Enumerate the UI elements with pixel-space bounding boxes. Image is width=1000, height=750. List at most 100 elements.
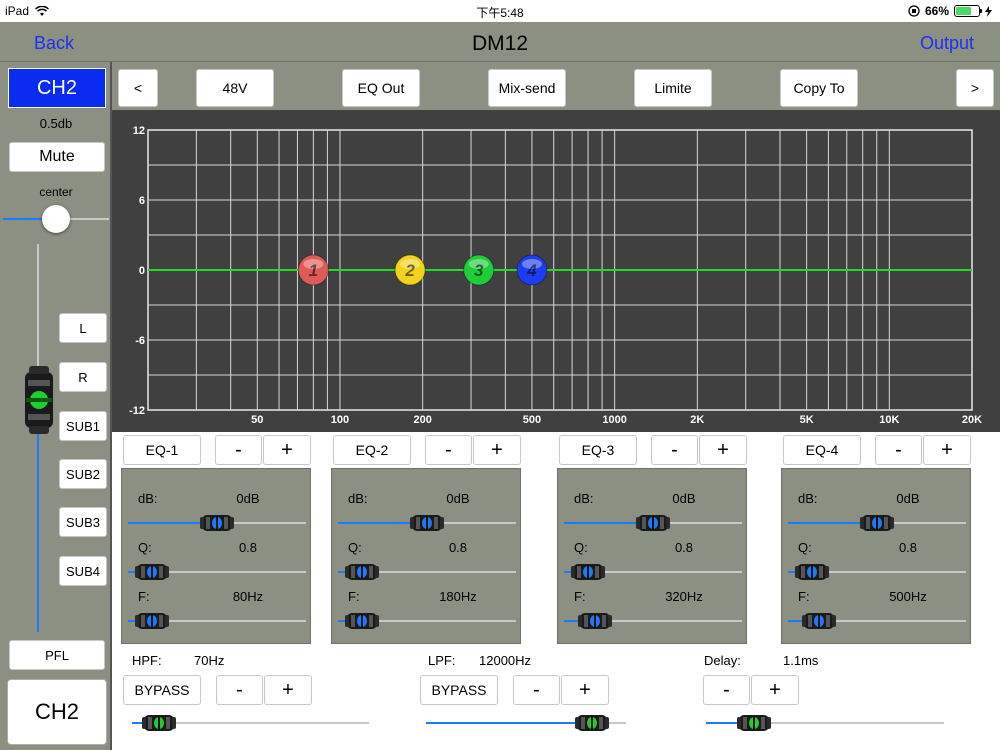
eq-out-button[interactable]: EQ Out xyxy=(342,69,420,107)
eq-3-freq-value: 320Hz xyxy=(665,589,703,604)
eq-3-freq-label: F: xyxy=(574,589,586,604)
hpf-plus-button[interactable]: + xyxy=(264,675,312,705)
eq-3-freq-knob-icon[interactable] xyxy=(578,612,613,630)
eq-2-q-knob-icon[interactable] xyxy=(345,563,380,581)
lpf-knob-icon[interactable] xyxy=(575,714,610,732)
eq-3-gain-value: 0dB xyxy=(672,491,696,506)
channel-badge[interactable]: CH2 xyxy=(8,68,106,108)
mix-send-button[interactable]: Mix-send xyxy=(488,69,566,107)
route-l-button[interactable]: L xyxy=(59,313,107,343)
eq-1-freq-label: F: xyxy=(138,589,150,604)
hpf-bypass-button[interactable]: BYPASS xyxy=(123,675,201,705)
hpf-minus-button[interactable]: - xyxy=(216,675,263,705)
eq-1-freq-knob-icon[interactable] xyxy=(135,612,170,630)
fader-track[interactable] xyxy=(37,244,39,424)
fader-knob-icon[interactable] xyxy=(23,364,55,436)
route-sub4-button[interactable]: SUB4 xyxy=(59,556,107,586)
x-tick-label: 100 xyxy=(331,414,349,426)
lpf-label: LPF: xyxy=(428,653,456,668)
delay-knob-icon[interactable] xyxy=(736,714,771,732)
eq-3-minus-button[interactable]: - xyxy=(651,435,698,465)
x-tick-label: 200 xyxy=(413,414,431,426)
eq-3-freq-slider[interactable] xyxy=(564,620,742,622)
eq-point-4-highlight xyxy=(521,259,542,269)
lpf-bypass-button[interactable]: BYPASS xyxy=(420,675,498,705)
eq-point-1-label: 1 xyxy=(309,261,318,280)
x-tick-label: 5K xyxy=(800,414,814,426)
hpf-slider-track[interactable] xyxy=(132,722,369,724)
eq-3-q-value: 0.8 xyxy=(674,540,694,555)
page-title: DM12 xyxy=(471,32,529,55)
eq-point-4[interactable] xyxy=(516,254,548,286)
eq-2-q-value: 0.8 xyxy=(448,540,468,555)
eq-3-plus-button[interactable]: + xyxy=(699,435,747,465)
eq-point-1[interactable] xyxy=(297,254,329,286)
orientation-lock-icon xyxy=(908,5,920,17)
eq-1-minus-button[interactable]: - xyxy=(215,435,262,465)
eq-4-plus-button[interactable]: + xyxy=(923,435,971,465)
hpf-value: 70Hz xyxy=(194,653,225,668)
eq-point-3[interactable] xyxy=(463,254,495,286)
eq-4-gain-knob-icon[interactable] xyxy=(860,514,894,532)
delay-minus-button[interactable]: - xyxy=(703,675,750,705)
eq-3-q-label: Q: xyxy=(574,540,588,555)
eq-1-button[interactable]: EQ-1 xyxy=(123,435,201,465)
route-sub2-button[interactable]: SUB2 xyxy=(59,459,107,489)
eq-point-2[interactable] xyxy=(394,254,426,286)
eq-3-q-knob-icon[interactable] xyxy=(571,563,606,581)
eq-2-freq-knob-icon[interactable] xyxy=(345,612,380,630)
eq-4-freq-knob-icon[interactable] xyxy=(802,612,837,630)
lpf-slider-track[interactable] xyxy=(426,722,626,724)
channel-name-button[interactable]: CH2 xyxy=(7,679,107,745)
eq-3-gain-knob-icon[interactable] xyxy=(636,514,670,532)
route-sub1-button[interactable]: SUB1 xyxy=(59,411,107,441)
eq-4-panel: dB: 0dB Q: 0.8 F: 500Hz xyxy=(781,468,971,644)
lpf-plus-button[interactable]: + xyxy=(561,675,609,705)
eq-point-4-label: 4 xyxy=(526,261,537,280)
eq-point-2-highlight xyxy=(400,259,421,269)
eq-graph[interactable]: 12 6 0 -6 -12 50 100 200 500 1000 2K 5K 10K 20K 1 2 3 4 xyxy=(112,110,1000,432)
eq-2-minus-button[interactable]: - xyxy=(425,435,472,465)
lpf-minus-button[interactable]: - xyxy=(513,675,560,705)
eq-1-plus-button[interactable]: + xyxy=(263,435,311,465)
eq-3-button[interactable]: EQ-3 xyxy=(559,435,637,465)
prev-channel-button[interactable]: < xyxy=(118,69,158,107)
eq-2-gain-knob-icon[interactable] xyxy=(410,514,444,532)
eq-point-3-label: 3 xyxy=(474,261,484,280)
phantom-power-button[interactable]: 48V xyxy=(196,69,274,107)
pfl-button[interactable]: PFL xyxy=(9,640,105,670)
limite-button[interactable]: Limite xyxy=(634,69,712,107)
eq-4-freq-slider[interactable] xyxy=(788,620,966,622)
eq-3-panel: dB: 0dB Q: 0.8 F: 320Hz xyxy=(557,468,747,644)
status-bar: iPad 下午5:48 66% xyxy=(0,0,1000,22)
eq-4-q-knob-icon[interactable] xyxy=(795,563,830,581)
eq-1-q-knob-icon[interactable] xyxy=(135,563,170,581)
eq-1-freq-value: 80Hz xyxy=(232,589,264,604)
x-tick-label: 2K xyxy=(690,414,704,426)
charging-icon xyxy=(985,5,992,17)
eq-4-button[interactable]: EQ-4 xyxy=(783,435,861,465)
pan-slider-knob[interactable] xyxy=(42,205,70,233)
eq-1-q-label: Q: xyxy=(138,540,152,555)
delay-slider-track[interactable] xyxy=(706,722,944,724)
route-r-button[interactable]: R xyxy=(59,362,107,392)
eq-2-gain-value: 0dB xyxy=(446,491,470,506)
eq-1-gain-knob-icon[interactable] xyxy=(200,514,234,532)
next-channel-button[interactable]: > xyxy=(956,69,994,107)
channel-strip: CH2 0.5db Mute center L R SUB1 SUB2 SUB3… xyxy=(0,62,112,750)
lpf-value: 12000Hz xyxy=(479,653,532,668)
route-sub3-button[interactable]: SUB3 xyxy=(59,507,107,537)
hpf-knob-icon[interactable] xyxy=(142,714,177,732)
delay-plus-button[interactable]: + xyxy=(751,675,799,705)
back-button[interactable]: Back xyxy=(34,33,75,53)
eq-2-freq-label: F: xyxy=(348,589,360,604)
eq-4-minus-button[interactable]: - xyxy=(875,435,922,465)
eq-2-button[interactable]: EQ-2 xyxy=(333,435,411,465)
eq-2-plus-button[interactable]: + xyxy=(473,435,521,465)
mute-button[interactable]: Mute xyxy=(9,142,105,172)
y-tick-label: 0 xyxy=(139,265,145,277)
eq-point-3-highlight xyxy=(468,259,489,269)
output-button[interactable]: Output xyxy=(919,33,974,53)
copy-to-button[interactable]: Copy To xyxy=(780,69,858,107)
